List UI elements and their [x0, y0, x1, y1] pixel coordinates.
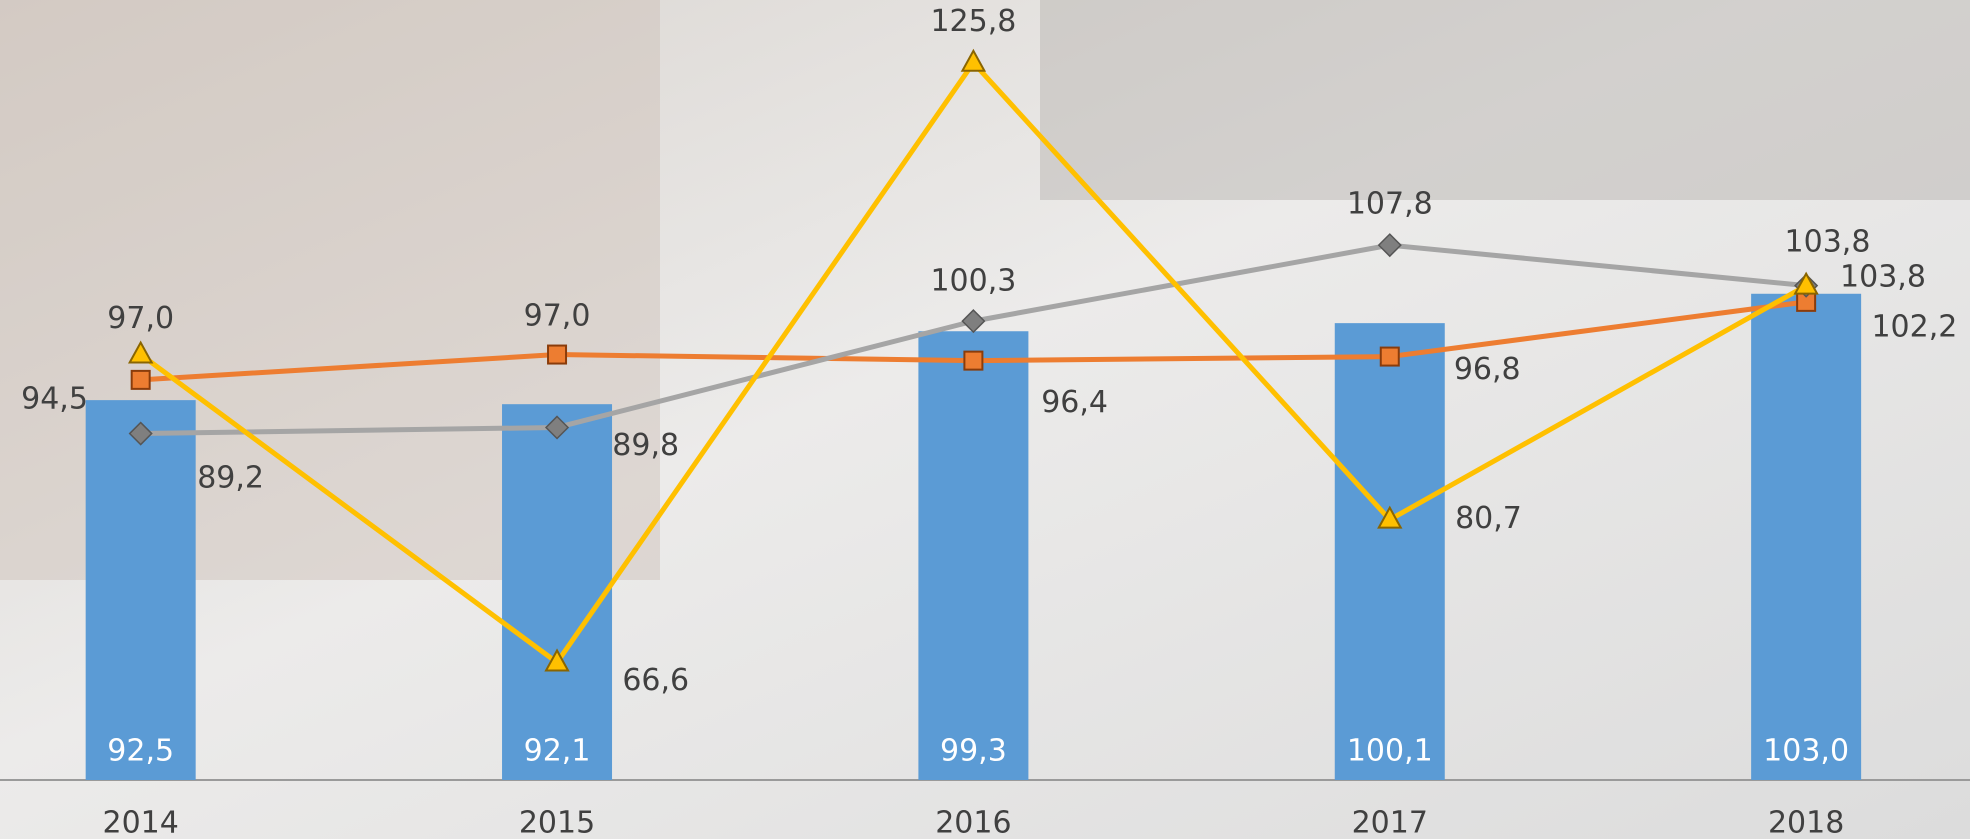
x-tick-label: 2016 [935, 806, 1011, 839]
marker-square [132, 371, 150, 389]
bar-value-label: 100,1 [1347, 734, 1433, 769]
bar [86, 400, 196, 780]
data-label: 89,2 [197, 460, 264, 495]
marker-square [1381, 348, 1399, 366]
data-label: 97,0 [107, 301, 174, 336]
data-label: 89,8 [612, 428, 679, 463]
marker-square [964, 352, 982, 370]
data-label: 102,2 [1871, 310, 1957, 345]
bar [1335, 323, 1445, 780]
data-label: 103,8 [1840, 260, 1926, 295]
bar [502, 404, 612, 780]
x-tick-label: 2017 [1352, 806, 1428, 839]
page: {"chart_data": {"type": "bar", "categori… [0, 0, 1970, 839]
bar-value-label: 99,3 [940, 734, 1007, 769]
bar-value-label: 92,5 [107, 734, 174, 769]
x-tick-label: 2015 [519, 806, 595, 839]
marker-square [548, 346, 566, 364]
x-tick-label: 2018 [1768, 806, 1844, 839]
data-label: 97,0 [524, 298, 591, 333]
data-label: 94,5 [21, 381, 88, 416]
data-label: 103,8 [1785, 224, 1871, 259]
data-label: 100,3 [930, 264, 1016, 299]
chart: 92,5 2014 92,1 2015 99,3 2016 100,1 2017 103,0 20… [0, 0, 1970, 839]
bar-value-label: 103,0 [1763, 734, 1849, 769]
bar [1751, 294, 1861, 780]
bar-value-label: 92,1 [524, 734, 591, 769]
data-label: 107,8 [1347, 186, 1433, 221]
bar [918, 331, 1028, 780]
background-photo-area [1040, 0, 1970, 200]
data-label: 125,8 [930, 4, 1016, 39]
data-label: 80,7 [1455, 501, 1522, 536]
data-label: 66,6 [622, 663, 689, 698]
data-label: 96,4 [1041, 385, 1108, 420]
x-tick-label: 2014 [102, 806, 178, 839]
data-label: 96,8 [1454, 352, 1521, 387]
